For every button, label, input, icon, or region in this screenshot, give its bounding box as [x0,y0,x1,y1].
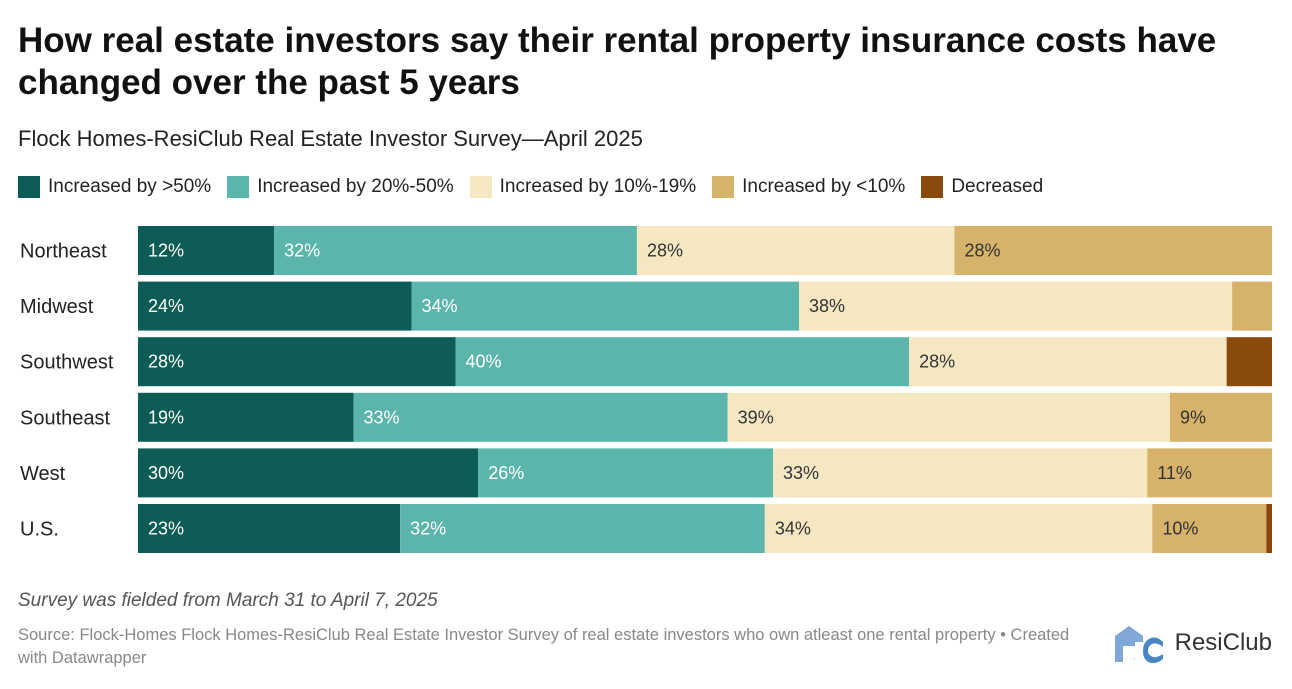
data-label: 19% [148,407,184,427]
bar-segment [138,392,354,442]
bar-segment [909,337,1227,387]
legend-item-increased-10-19: Increased by 10%-19% [469,176,697,198]
legend-label: Decreased [951,176,1044,197]
data-label: 32% [284,241,320,261]
bar-segment [138,337,456,387]
data-label: 39% [738,407,774,427]
category-label: Southeast [20,407,111,429]
legend-swatch [921,176,944,198]
legend-label: Increased by >50% [48,176,212,197]
bar-segment [478,448,774,498]
bar-segment [138,504,401,553]
survey-note: Survey was fielded from March 31 to Apri… [18,590,438,611]
data-label: 11% [1157,463,1192,483]
bar-segment [138,448,479,498]
bar-segment [1169,392,1272,442]
bar-segment [1152,504,1267,553]
bar-segment [1232,281,1272,331]
data-label: 34% [422,296,458,316]
bar-segment [1226,337,1272,387]
legend-item-increased-20-50: Increased by 20%-50% [227,176,454,198]
chart-title: How real estate investors say their rent… [18,21,1217,102]
data-label: 10% [1162,519,1198,539]
category-label: U.S. [20,519,59,541]
legend-label: Increased by 10%-19% [499,176,697,197]
data-label: 23% [148,519,184,539]
legend-swatch [469,176,492,198]
bar-segment [138,281,412,331]
legend-swatch [712,176,735,198]
bar-segment [727,392,1170,442]
category-label: Southwest [20,352,114,374]
bar-segment [799,281,1233,331]
data-label: 28% [647,241,683,261]
bar-segment [400,504,765,553]
data-label: 26% [488,463,524,483]
bar-segment [455,337,910,387]
data-label: 34% [775,519,811,539]
resiclub-logo-icon [1114,626,1163,664]
bar-segment [1147,448,1272,498]
data-label: 30% [148,463,184,483]
data-label: 28% [919,352,955,372]
bar-segment [411,281,800,331]
data-label: 40% [466,352,502,372]
chart-subtitle: Flock Homes-ResiClub Real Estate Investo… [18,126,643,151]
bar-segment [773,448,1148,498]
bar-segment [138,226,275,275]
data-label: 28% [148,352,184,372]
data-label: 28% [964,241,1000,261]
stacked-bar-chart: Northeast 12% 32% 28% 28% Midwest 24% 34% 38% Sou… [20,226,1272,553]
data-label: 32% [410,519,446,539]
data-label: 33% [363,407,399,427]
category-label: Midwest [20,296,94,318]
legend: Increased by >50% Increased by 20%-50% I… [18,176,1059,198]
source-note: Source: Flock-Homes Flock Homes-ResiClub… [18,626,1070,667]
legend-item-increased-under-10: Increased by <10% [712,176,905,198]
category-label: West [20,463,66,485]
data-label: 24% [148,296,184,316]
legend-item-decreased: Decreased [921,176,1043,198]
bar-segment [764,504,1153,553]
legend-swatch [227,176,250,198]
legend-item-increased-over-50: Increased by >50% [18,176,211,198]
data-label: 33% [783,463,819,483]
brand-name: ResiClub [1174,629,1272,656]
data-label: 38% [809,296,845,316]
bar-segment [353,392,728,442]
bar-segment [636,226,955,275]
bar-segment [1266,504,1272,553]
data-label: 12% [148,241,184,261]
legend-label: Increased by <10% [742,176,906,197]
legend-label: Increased by 20%-50% [257,176,454,197]
category-label: Northeast [20,241,107,263]
data-label: 9% [1180,407,1206,427]
bar-segment [954,226,1272,275]
brand: ResiClub [1111,620,1272,666]
legend-swatch [18,176,40,198]
bar-segment [274,226,637,275]
